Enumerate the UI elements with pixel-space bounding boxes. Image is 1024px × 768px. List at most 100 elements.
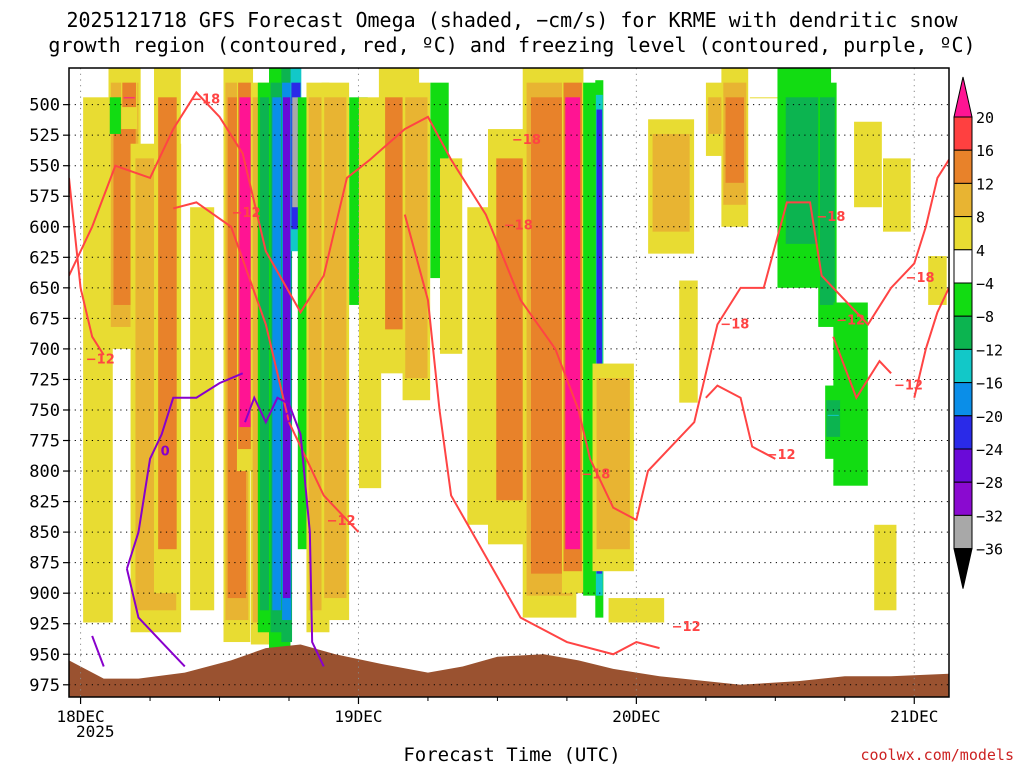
terrain-fill xyxy=(69,644,949,697)
colorbar-cell-0 xyxy=(953,116,973,151)
colorbar-label-5: −4 xyxy=(976,275,994,293)
contour-label-red-6: −18 xyxy=(581,467,610,482)
freezing-level-0 xyxy=(91,635,105,667)
y-tick-label-675: 675 xyxy=(29,309,60,329)
omega-band-1-layer-2 xyxy=(113,97,136,305)
omega-band-34-layer-2 xyxy=(725,97,745,183)
colorbar-cell-2 xyxy=(953,182,973,218)
colorbar-label-4: 4 xyxy=(976,242,985,260)
colorbar-label-11: −28 xyxy=(976,474,1003,492)
isotherm-minus12-3 xyxy=(705,384,776,460)
omega-band-31-layer-2 xyxy=(652,133,690,232)
omega-band-20-layer-2 xyxy=(405,97,428,379)
isotherm-minus12-5 xyxy=(913,287,949,398)
contour-label-red-9: −12 xyxy=(767,448,796,463)
omega-band-3-layer-2 xyxy=(109,97,121,134)
omega-band-5-layer-2 xyxy=(158,97,177,550)
colorbar-cell-5 xyxy=(953,282,973,317)
omega-band-2-layer-2 xyxy=(123,97,135,99)
omega-band-13-layer-2 xyxy=(292,97,300,208)
y-tick-label-975: 975 xyxy=(29,676,60,696)
contour-label-red-12: −18 xyxy=(906,271,935,286)
omega-band-40-layer-2 xyxy=(854,121,882,208)
colorbar-label-12: −32 xyxy=(976,507,1003,525)
freezing-level-2 xyxy=(244,395,325,667)
colorbar: 20 16 12 8 4 −4 −8 −12 −16 −20 −24 −28 −32 −36 xyxy=(953,76,1003,589)
colorbar-cell-3 xyxy=(953,216,973,251)
omega-band-6-layer-2 xyxy=(190,207,215,611)
contour-label-red-7: −12 xyxy=(672,620,701,635)
y-tick-label-800: 800 xyxy=(29,462,60,482)
colorbar-cell-8 xyxy=(953,382,973,417)
y-tick-label-875: 875 xyxy=(29,554,60,574)
y-tick-label-700: 700 xyxy=(29,340,60,360)
contour-label-red-10: −18 xyxy=(816,210,845,225)
colorbar-label-1: 16 xyxy=(976,142,994,160)
y-tick-label-725: 725 xyxy=(29,370,60,390)
chart-title-line1: 2025121718 GFS Forecast Omega (shaded, −… xyxy=(66,8,958,32)
gridlines xyxy=(69,68,949,697)
contour-label-red-11: −12 xyxy=(836,314,865,329)
colorbar-cell-6 xyxy=(953,315,973,350)
contour-label-red-3: −18 xyxy=(512,133,541,148)
x-axis: 18DEC19DEC20DEC21DEC22DEC23DEC24DEC25DEC xyxy=(56,697,938,726)
omega-band-2-layer-1 xyxy=(122,82,137,108)
contour-label-red-13: −12 xyxy=(894,378,923,393)
contour-label-purple-1: 0 xyxy=(283,411,292,426)
omega-band-29-layer-2 xyxy=(596,378,630,550)
source-credit[interactable]: coolwx.com/models xyxy=(860,746,1014,764)
colorbar-cell-12 xyxy=(953,514,973,550)
colorbar-label-6: −8 xyxy=(976,308,994,326)
x-tick-label-18DEC: 18DEC xyxy=(56,707,104,726)
colorbar-label-0: 20 xyxy=(976,109,994,127)
omega-band-32-layer-2 xyxy=(679,280,698,403)
y-tick-label-650: 650 xyxy=(29,279,60,299)
contour-label-purple-0: 0 xyxy=(161,444,170,459)
x-axis-label: Forecast Time (UTC) xyxy=(403,744,621,766)
y-tick-label-825: 825 xyxy=(29,493,60,513)
contour-labels: −18 −12 −12 −18 −18 −12 −18 −12 −18 −12 −18 −12 −18 −… xyxy=(86,93,935,636)
omega-band-25-layer-2 xyxy=(531,97,569,574)
x-tick-label-21DEC: 21DEC xyxy=(890,707,938,726)
colorbar-bottom-arrow xyxy=(953,548,973,589)
omega-band-42-layer-2 xyxy=(874,524,897,611)
isotherm-minus12-0 xyxy=(69,177,105,356)
colorbar-cell-1 xyxy=(953,149,973,184)
omega-band-39-layer-1 xyxy=(826,400,841,437)
y-tick-label-925: 925 xyxy=(29,615,60,635)
colorbar-label-13: −36 xyxy=(976,541,1003,559)
isotherm-minus12-2 xyxy=(403,214,660,656)
freezing-level-3 xyxy=(125,568,186,668)
isotherm-minus12-4 xyxy=(832,336,892,400)
y-tick-label-750: 750 xyxy=(29,401,60,421)
omega-band-12-layer-2 xyxy=(282,97,291,599)
omega-band-16-layer-2 xyxy=(324,97,347,599)
omega-band-41-layer-2 xyxy=(883,158,911,232)
omega-band-37-layer-2 xyxy=(820,97,835,305)
y-tick-label-850: 850 xyxy=(29,523,60,543)
colorbar-cell-9 xyxy=(953,415,973,450)
y-tick-label-575: 575 xyxy=(29,187,60,207)
colorbar-label-9: −20 xyxy=(976,408,1003,426)
y-tick-label-500: 500 xyxy=(29,96,60,116)
omega-band-43-layer-2 xyxy=(928,256,947,305)
contour-label-red-0: −18 xyxy=(191,93,220,108)
colorbar-top-arrow xyxy=(953,76,973,118)
contour-label-red-1: −12 xyxy=(232,206,261,221)
omega-band-39-layer-2 xyxy=(827,414,839,416)
contour-label-red-5: −12 xyxy=(327,514,356,529)
omega-band-27-layer-2 xyxy=(584,97,596,574)
chart-title-line2: growth region (contoured, red, ºC) and f… xyxy=(48,33,976,57)
terrain-area xyxy=(69,644,949,697)
y-axis: 500 525 550 575 600 625 650 675 700 725 750 775 800 8… xyxy=(29,96,69,696)
colorbar-label-2: 12 xyxy=(976,175,994,193)
colorbar-label-10: −24 xyxy=(976,441,1003,459)
colorbar-cell-10 xyxy=(953,448,973,483)
y-tick-label-775: 775 xyxy=(29,432,60,452)
y-tick-label-525: 525 xyxy=(29,126,60,146)
x-tick-label-20DEC: 20DEC xyxy=(612,707,660,726)
isotherm-minus18-0 xyxy=(69,90,949,522)
colorbar-cell-11 xyxy=(953,481,973,516)
colorbar-label-3: 8 xyxy=(976,209,985,227)
